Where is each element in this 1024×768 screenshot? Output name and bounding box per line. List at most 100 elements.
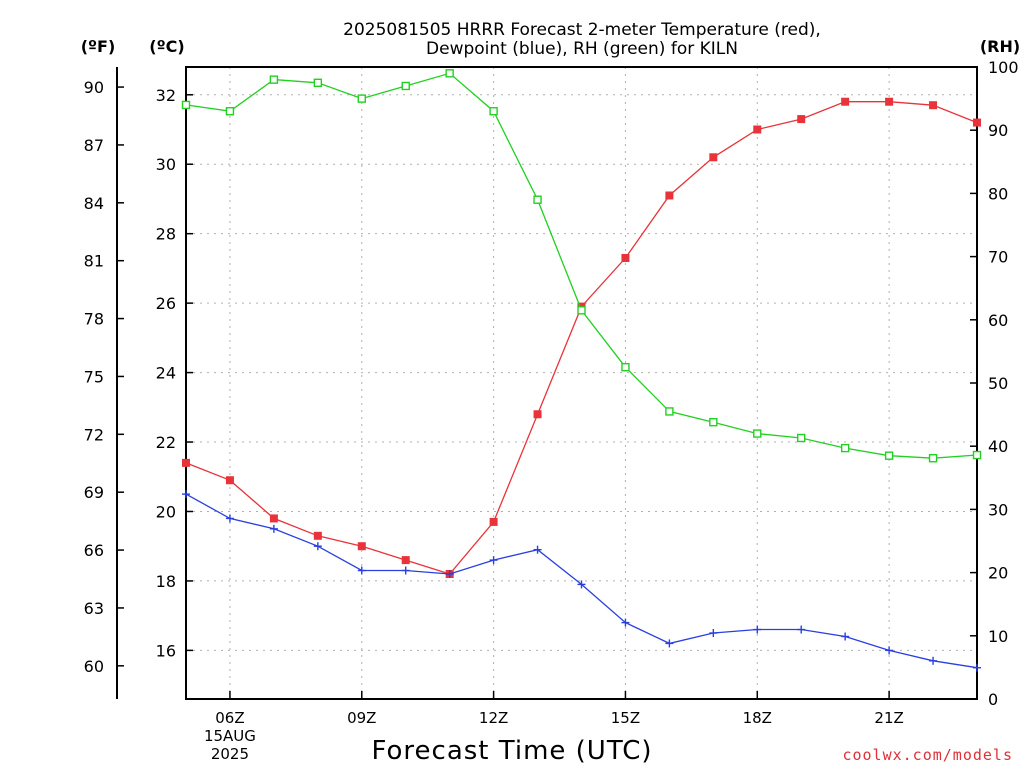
dewpoint-point xyxy=(225,514,234,523)
rh-point xyxy=(928,454,938,463)
rh-tick-label: 10 xyxy=(988,627,1008,646)
temperature-point xyxy=(929,101,938,110)
rh-point xyxy=(533,195,542,204)
rh-unit-label: (RH) xyxy=(980,37,1020,56)
temperature-point xyxy=(182,458,190,467)
celsius-tick-label: 24 xyxy=(156,364,176,383)
fahrenheit-tick-label: 60 xyxy=(84,657,104,676)
rh-point xyxy=(357,94,366,103)
rh-tick-label: 70 xyxy=(988,248,1008,267)
dewpoint-point xyxy=(973,663,981,672)
rh-tick-label: 0 xyxy=(988,690,998,709)
rh-point xyxy=(621,363,630,372)
fahrenheit-tick-label: 66 xyxy=(84,541,104,560)
rh-tick-label: 60 xyxy=(988,311,1008,330)
plot-frame xyxy=(185,66,978,700)
dewpoint-point xyxy=(577,580,586,589)
dewpoint-point xyxy=(269,524,278,533)
temperature-point xyxy=(709,153,718,162)
celsius-tick-label: 32 xyxy=(156,86,176,105)
x-tick-label: 15Z xyxy=(611,709,640,727)
dewpoint-point xyxy=(533,545,542,554)
fahrenheit-tick-label: 81 xyxy=(84,252,104,271)
celsius-tick-label: 16 xyxy=(156,641,176,660)
x-tick-label: 12Z xyxy=(479,709,508,727)
rh-tick-label: 50 xyxy=(988,374,1008,393)
chart-title-line2: Dewpoint (blue), RH (green) for KILN xyxy=(426,39,738,59)
rh-point xyxy=(401,81,410,91)
temperature-point xyxy=(797,115,806,124)
rh-point xyxy=(753,429,762,438)
dewpoint-point xyxy=(885,646,894,655)
temperature-point xyxy=(533,410,542,419)
celsius-tick-label: 26 xyxy=(156,294,176,313)
rh-tick-label: 40 xyxy=(988,437,1008,456)
temperature-point xyxy=(313,531,322,540)
temperature-line xyxy=(185,101,978,575)
celsius-tick-label: 28 xyxy=(156,225,176,244)
x-tick-label: 06Z xyxy=(215,709,244,727)
fahrenheit-tick-label: 72 xyxy=(84,425,104,444)
rh-tick-label: 30 xyxy=(988,500,1008,519)
dewpoint-point xyxy=(489,556,498,565)
rh-point xyxy=(181,100,191,110)
celsius-tick-label: 20 xyxy=(156,502,176,521)
dewpoint-point xyxy=(621,618,630,627)
fahrenheit-unit-label: (ºF) xyxy=(81,37,116,56)
rh-tick-label: 90 xyxy=(988,121,1008,140)
rh-tick-label: 80 xyxy=(988,184,1008,203)
temperature-point xyxy=(621,253,630,262)
celsius-tick-label: 18 xyxy=(156,572,176,591)
temperature-point xyxy=(753,125,762,134)
fahrenheit-tick-label: 84 xyxy=(84,194,104,213)
dewpoint-point xyxy=(929,656,938,665)
rh-point xyxy=(489,107,498,116)
fahrenheit-tick-label: 75 xyxy=(84,367,104,386)
fahrenheit-tick-label: 69 xyxy=(84,483,104,502)
dewpoint-point xyxy=(709,629,718,638)
rh-point xyxy=(840,443,850,453)
temperature-point xyxy=(225,476,234,485)
x-tick-label: 18Z xyxy=(743,709,772,727)
x-tick-label: 09Z xyxy=(347,709,376,727)
fahrenheit-tick-label: 78 xyxy=(84,310,104,329)
rh-tick-label: 20 xyxy=(988,564,1008,583)
dewpoint-point xyxy=(182,490,190,499)
rh-point xyxy=(445,69,454,78)
dewpoint-point xyxy=(797,625,806,634)
rh-point xyxy=(577,306,586,315)
temperature-point xyxy=(357,542,366,551)
x-axis-title: Forecast Time (UTC) xyxy=(371,736,652,766)
celsius-tick-label: 22 xyxy=(156,433,176,452)
rh-point xyxy=(225,107,235,116)
fahrenheit-tick-label: 63 xyxy=(84,599,104,618)
temperature-point xyxy=(401,556,410,565)
rh-point xyxy=(709,417,718,427)
dewpoint-point xyxy=(401,566,410,575)
fahrenheit-tick-label: 90 xyxy=(84,78,104,97)
dewpoint-point xyxy=(313,542,322,551)
rh-point xyxy=(797,433,806,443)
grid-lines xyxy=(186,67,977,699)
rh-point xyxy=(884,451,894,460)
dewpoint-point xyxy=(357,566,366,575)
dewpoint-point xyxy=(753,625,762,634)
rh-line xyxy=(185,72,978,459)
x-tick-year-label: 2025 xyxy=(211,745,249,763)
dewpoint-point xyxy=(841,632,850,641)
x-tick-date-label: 15AUG xyxy=(204,727,256,745)
temperature-point xyxy=(665,191,674,200)
rh-point xyxy=(313,78,323,88)
axis-ticks: 60 63 66 69 72 75 78 81 84 87 90 16 18 20 22 24 26 28 30 32… xyxy=(84,58,1019,763)
x-tick-label: 21Z xyxy=(874,709,903,727)
dewpoint-point xyxy=(445,569,454,578)
credit-text: coolwx.com/models xyxy=(842,746,1013,764)
rh-point xyxy=(665,407,674,416)
celsius-tick-label: 30 xyxy=(156,155,176,174)
data-series xyxy=(181,69,982,672)
temperature-point xyxy=(269,514,278,523)
axes xyxy=(116,66,978,700)
fahrenheit-tick-label: 87 xyxy=(84,136,104,155)
chart-title-line1: 2025081505 HRRR Forecast 2-meter Tempera… xyxy=(343,20,821,40)
